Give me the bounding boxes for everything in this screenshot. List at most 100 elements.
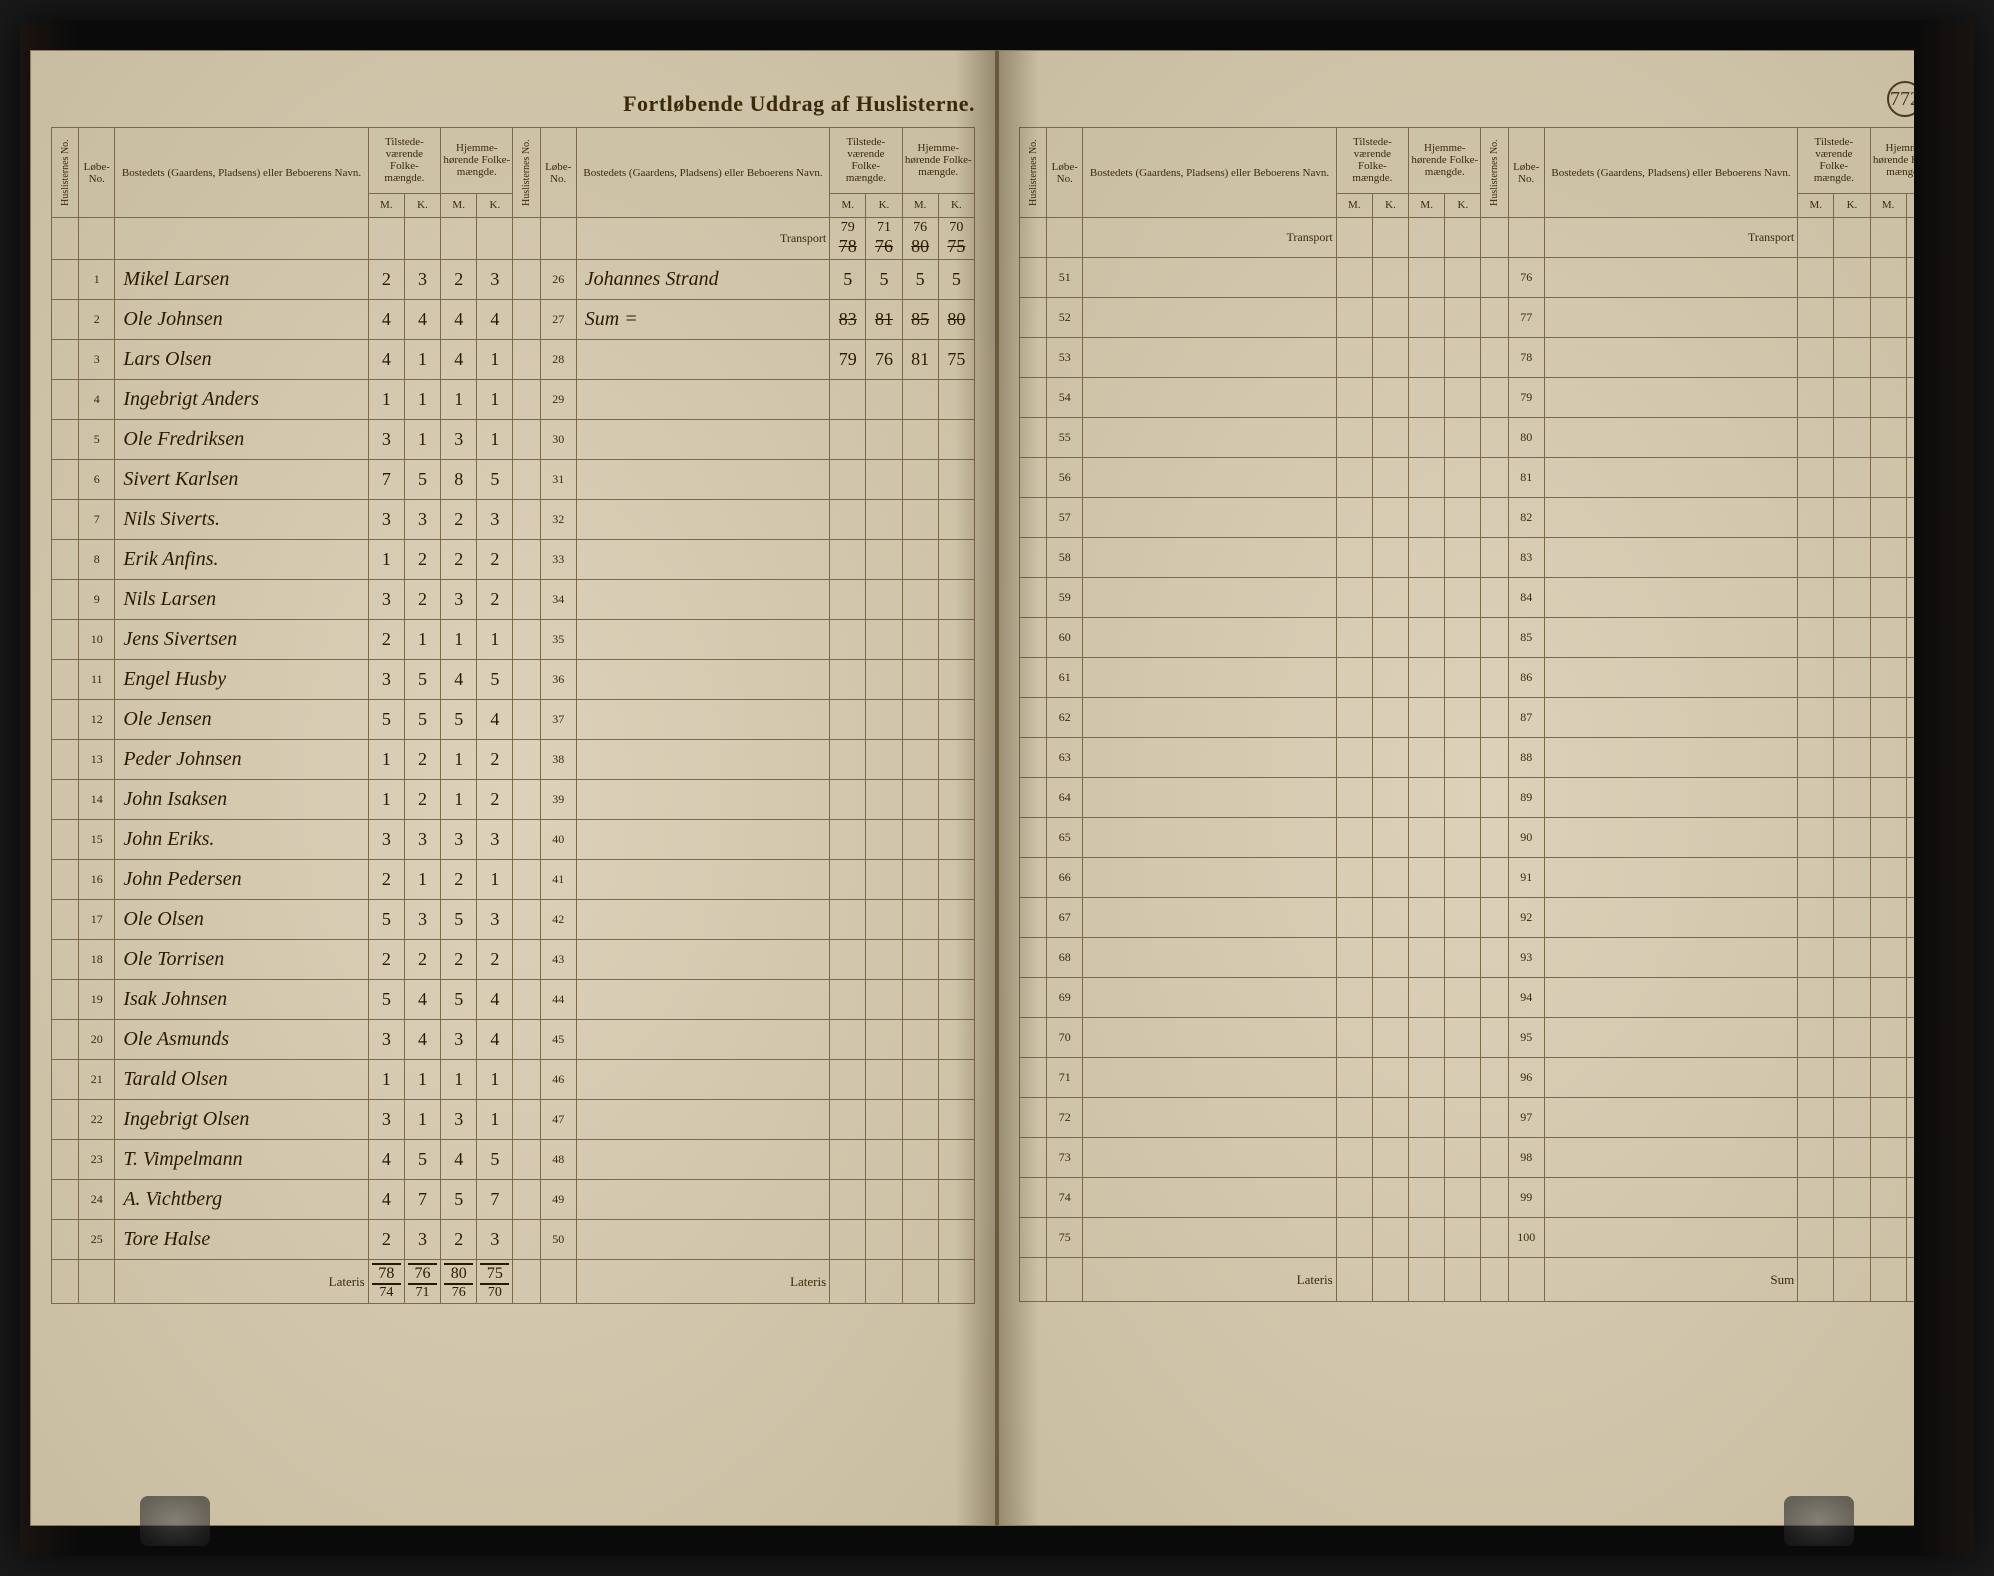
row-no: 84 [1508,578,1544,618]
row-no: 6 [79,460,115,500]
row-no: 93 [1508,938,1544,978]
table-row: 75 100 [1020,1218,1943,1258]
row-no: 3 [79,340,115,380]
person-name [576,460,829,500]
hdr-huslisternes: Huslisternes No. [52,128,79,218]
lateris-label2: Lateris [576,1260,829,1304]
row-no: 18 [79,940,115,980]
person-name [576,340,829,380]
row-no: 56 [1047,458,1083,498]
row-no: 94 [1508,978,1544,1018]
lateris-hk: 75 70 [477,1260,513,1304]
table-row: 23T. Vimpelmann454548 [52,1140,975,1180]
person-name [576,660,829,700]
table-row: 5378 [1020,338,1943,378]
table-row: 11Engel Husby354536 [52,660,975,700]
person-name: Ole Asmunds [115,1020,368,1060]
hdr-bostedets: Bostedets (Gaardens, Pladsens) eller Beb… [115,128,368,218]
person-name [576,1100,829,1140]
person-name: Nils Larsen [115,580,368,620]
row-no: 91 [1508,858,1544,898]
table-row: 5176 [1020,258,1943,298]
lateris-tk: 76 71 [404,1260,440,1304]
table-row: 2Ole Johnsen444427Sum =83818580 [52,300,975,340]
row-no: 62 [1047,698,1083,738]
person-name: Ole Jensen [115,700,368,740]
row-no: 2 [79,300,115,340]
row-no: 78 [1508,338,1544,378]
row-no: 63 [1047,738,1083,778]
table-row: 8Erik Anfins.122233 [52,540,975,580]
person-name [576,1180,829,1220]
row-no: 45 [540,1020,576,1060]
row-no: 99 [1508,1178,1544,1218]
row-no: 95 [1508,1018,1544,1058]
table-row: 18Ole Torrisen222243 [52,940,975,980]
row-no: 41 [540,860,576,900]
hdr-k: K. [477,193,513,217]
table-row: 5984 [1020,578,1943,618]
person-name: Jens Sivertsen [115,620,368,660]
row-no: 74 [1047,1178,1083,1218]
table-row: 21Tarald Olsen111146 [52,1060,975,1100]
row-no: 42 [540,900,576,940]
table-row: 24A. Vichtberg475749 [52,1180,975,1220]
row-no: 87 [1508,698,1544,738]
title-left: Fortløbende Uddrag af Huslisterne. [51,91,975,117]
row-no: 64 [1047,778,1083,818]
person-name [576,1220,829,1260]
lateris-label: Lateris [115,1260,368,1304]
person-name: Ole Fredriksen [115,420,368,460]
transport-label: Transport [576,218,829,260]
row-no: 100 [1508,1218,1544,1258]
row-no: 69 [1047,978,1083,1018]
left-page: Fortløbende Uddrag af Huslisterne. Husli… [30,50,997,1526]
person-name [576,1060,829,1100]
person-name: Ole Olsen [115,900,368,940]
row-no: 70 [1047,1018,1083,1058]
row-no: 71 [1047,1058,1083,1098]
row-no: 67 [1047,898,1083,938]
person-name: Sivert Karlsen [115,460,368,500]
person-name [576,620,829,660]
row-no: 82 [1508,498,1544,538]
row-no: 21 [79,1060,115,1100]
person-name: Engel Husby [115,660,368,700]
row-no: 47 [540,1100,576,1140]
right-table: Huslisternes No. Løbe-No. Bostedets (Gaa… [1019,127,1943,1302]
row-no: 20 [79,1020,115,1060]
hdr-k: K. [866,193,902,217]
row-no: 48 [540,1140,576,1180]
person-name: Johannes Strand [576,260,829,300]
person-name: Ingebrigt Olsen [115,1100,368,1140]
table-row: 6893 [1020,938,1943,978]
table-head: Huslisternes No. Løbe-No. Bostedets (Gaa… [52,128,975,260]
table-row: 62 87 [1020,698,1943,738]
book-spread: Fortløbende Uddrag af Huslisterne. Husli… [20,20,1974,1556]
row-no: 25 [79,1220,115,1260]
row-no: 85 [1508,618,1544,658]
table-row: 15John Eriks.333340 [52,820,975,860]
transport-hm: 76 80 [902,218,938,260]
row-no: 13 [79,740,115,780]
row-no: 57 [1047,498,1083,538]
table-row: 6Sivert Karlsen758531 [52,460,975,500]
hdr-k: K. [938,193,974,217]
table-row: 69 94 [1020,978,1943,1018]
left-body: 1Mikel Larsen232326Johannes Strand55552O… [52,260,975,1260]
row-no: 75 [1047,1218,1083,1258]
row-no: 83 [1508,538,1544,578]
table-row: 5479 [1020,378,1943,418]
row-no: 88 [1508,738,1544,778]
person-name [576,700,829,740]
hdr-tilstede: Tilstede-værende Folke-mængde. [368,128,440,194]
hdr-tilstede2: Tilstede-værende Folke-mængde. [830,128,902,194]
table-row: 6792 [1020,898,1943,938]
person-name: Ole Johnsen [115,300,368,340]
person-name [576,820,829,860]
hdr-m: M. [368,193,404,217]
hdr-m: M. [830,193,866,217]
person-name: Mikel Larsen [115,260,368,300]
row-no: 86 [1508,658,1544,698]
row-no: 12 [79,700,115,740]
